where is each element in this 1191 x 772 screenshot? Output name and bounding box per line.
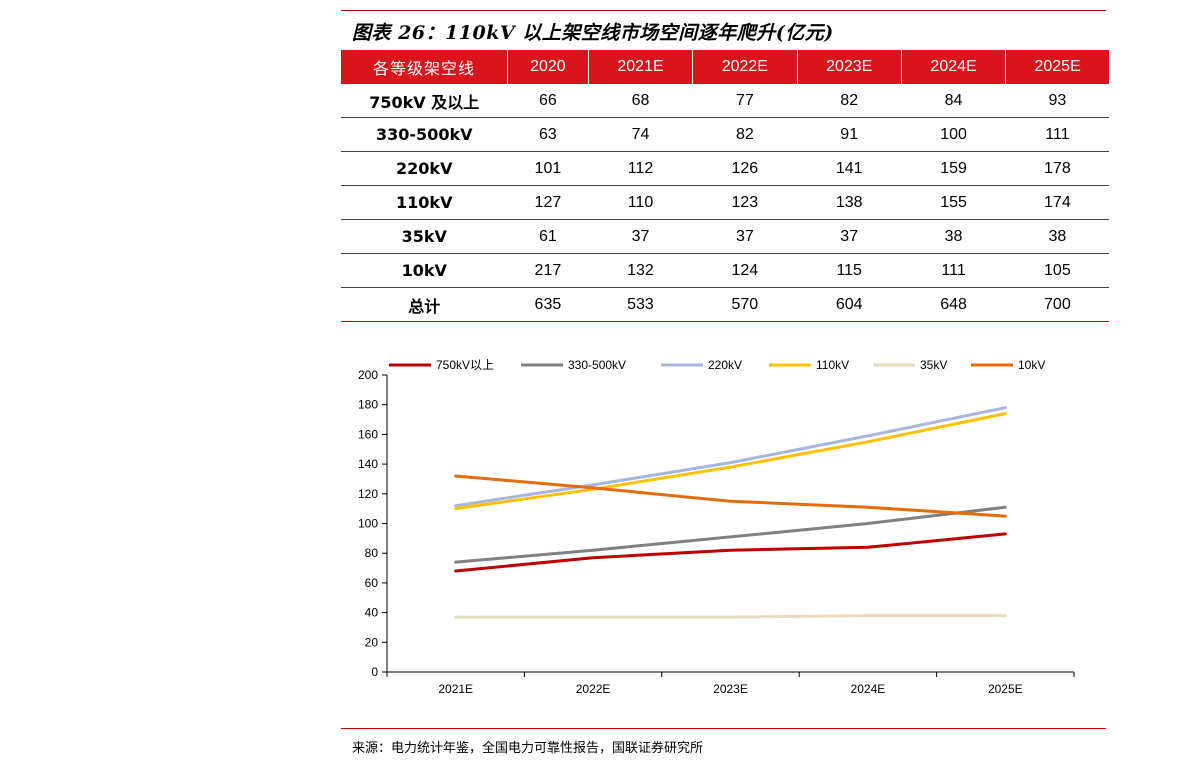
series-line [454,406,1007,508]
value-cell: 123 [692,185,798,220]
value-cell: 77 [692,84,798,118]
y-tick-label: 20 [365,635,379,649]
table-row: 750kV 及以上 66 68 77 82 84 93 [341,84,1109,118]
table-body: 750kV 及以上 66 68 77 82 84 93 330-500kV 63 74 82 91 10… [341,84,1109,322]
x-tick-label: 2025E [988,682,1023,696]
value-cell: 37 [797,219,902,254]
value-cell: 112 [588,151,693,186]
value-cell: 68 [588,84,693,118]
table-header-cell: 2021E [587,50,693,84]
value-cell: 111 [1005,117,1109,152]
row-label-cell: 10kV [341,253,508,288]
y-tick-label: 160 [358,427,378,441]
value-cell: 127 [507,185,589,220]
table-header-cell: 2020 [507,50,589,84]
table-header-cell: 2023E [796,50,902,84]
series-line [454,532,1007,573]
row-label-cell: 220kV [341,151,508,186]
data-table: 各等级架空线 2020 2021E 2022E 2023E 2024E 2025… [341,50,1109,322]
figure-title: 图表 26：110kV 以上架空线市场空间逐年爬升(亿元) [352,22,834,44]
value-cell: 38 [901,219,1006,254]
value-cell: 82 [692,117,798,152]
table-row: 10kV 217 132 124 115 111 105 [341,253,1109,288]
value-cell: 635 [507,287,589,322]
value-cell: 174 [1005,185,1109,220]
value-cell: 66 [507,84,589,118]
legend-label: 10kV [1018,358,1045,372]
x-tick-label: 2022E [576,682,611,696]
table-row: 330-500kV 63 74 82 91 100 111 [341,117,1109,152]
table-header-cell: 2022E [692,50,798,84]
series-line [454,614,1007,619]
row-label-cell: 110kV [341,185,508,220]
row-label-cell: 750kV 及以上 [341,84,508,118]
y-tick-label: 100 [358,517,378,531]
row-label-cell: 35kV [341,219,508,254]
y-tick-label: 80 [365,546,379,560]
value-cell: 217 [507,253,589,288]
row-label-cell: 330-500kV [341,117,508,152]
value-cell: 93 [1005,84,1109,118]
series-line [454,505,1007,564]
y-tick-label: 140 [358,457,378,471]
value-cell: 115 [797,253,902,288]
value-cell: 110 [588,185,693,220]
value-cell: 63 [507,117,589,152]
series-line [454,412,1007,511]
table-row: 220kV 101 112 126 141 159 178 [341,151,1109,186]
value-cell: 132 [588,253,693,288]
bottom-rule [341,728,1106,729]
value-cell: 38 [1005,219,1109,254]
legend-label: 110kV [816,358,849,372]
legend-label: 750kV以上 [436,358,494,372]
value-cell: 82 [797,84,902,118]
value-cell: 570 [692,287,798,322]
value-cell: 138 [797,185,902,220]
table-header-cell: 2024E [900,50,1006,84]
source-note: 来源：电力统计年鉴，全国电力可靠性报告，国联证券研究所 [352,741,704,756]
value-cell: 700 [1005,287,1109,322]
value-cell: 159 [901,151,1006,186]
y-tick-label: 200 [358,368,378,382]
line-chart: 0 20 40 60 80 100 120 140 160 180 200 2021E 2022E 202… [358,358,1075,696]
y-tick-label: 180 [358,398,378,412]
table-header-row: 各等级架空线 2020 2021E 2022E 2023E 2024E 2025… [341,50,1109,84]
value-cell: 100 [901,117,1006,152]
value-cell: 84 [901,84,1006,118]
value-cell: 105 [1005,253,1109,288]
legend-label: 35kV [920,358,947,372]
table-header-cell: 2025E [1005,50,1109,84]
y-tick-label: 120 [358,487,378,501]
top-rule [341,10,1106,11]
x-tick-label: 2024E [851,682,886,696]
value-cell: 37 [588,219,693,254]
table-header-cell: 各等级架空线 [341,50,508,84]
value-cell: 61 [507,219,589,254]
value-cell: 101 [507,151,589,186]
legend-label: 330-500kV [568,358,626,372]
legend-label: 220kV [708,358,742,372]
y-tick-label: 60 [365,576,379,590]
value-cell: 111 [901,253,1006,288]
x-tick-label: 2021E [438,682,473,696]
value-cell: 126 [692,151,798,186]
value-cell: 533 [588,287,693,322]
value-cell: 648 [901,287,1006,322]
value-cell: 178 [1005,151,1109,186]
y-tick-label: 0 [371,665,378,679]
value-cell: 91 [797,117,902,152]
series-line [454,474,1007,518]
value-cell: 37 [692,219,798,254]
value-cell: 74 [588,117,693,152]
value-cell: 604 [797,287,902,322]
value-cell: 124 [692,253,798,288]
x-tick-label: 2023E [713,682,748,696]
table-row: 110kV 127 110 123 138 155 174 [341,185,1109,220]
row-label-cell: 总计 [341,287,508,322]
table-row: 总计 635 533 570 604 648 700 [341,287,1109,322]
y-tick-label: 40 [365,606,379,620]
value-cell: 155 [901,185,1006,220]
value-cell: 141 [797,151,902,186]
table-row: 35kV 61 37 37 37 38 38 [341,219,1109,254]
